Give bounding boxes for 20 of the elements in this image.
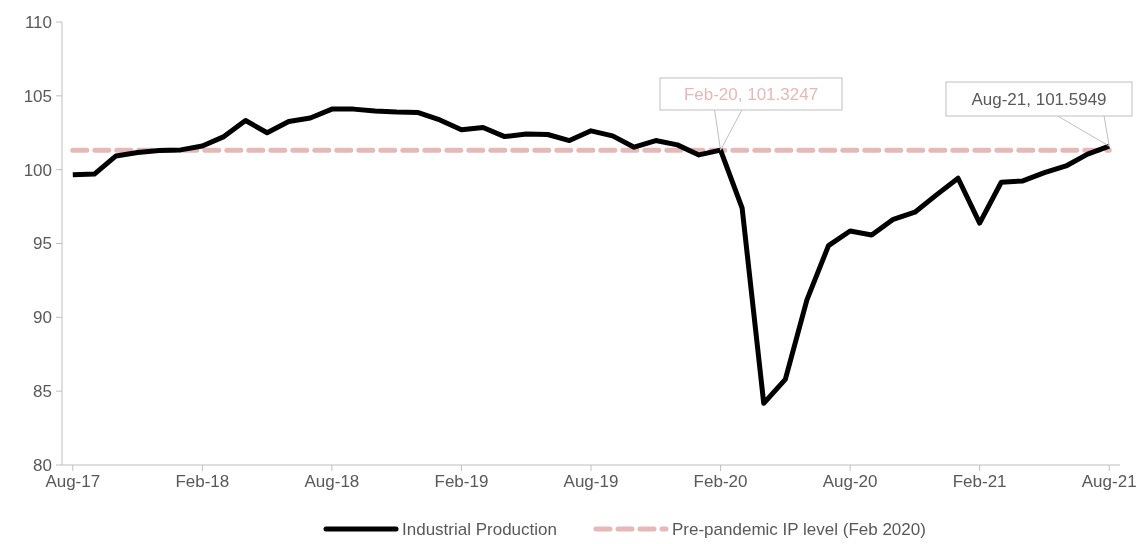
- y-tick-label: 110: [24, 12, 52, 32]
- x-tick-label: Aug-18: [304, 472, 360, 491]
- x-tick-label: Feb-19: [434, 472, 489, 491]
- x-tick-label: Feb-21: [952, 472, 1007, 491]
- y-tick-label: 80: [33, 455, 52, 475]
- legend-label: Pre-pandemic IP level (Feb 2020): [672, 520, 926, 539]
- annotation: Aug-21, 101.5949: [971, 89, 1107, 109]
- x-tick-label: Feb-20: [693, 472, 748, 491]
- annotation: Feb-20, 101.3247: [683, 84, 819, 104]
- x-tick-label: Aug-19: [563, 472, 619, 491]
- x-tick-label: Aug-20: [822, 472, 878, 491]
- y-tick-label: 90: [33, 308, 52, 328]
- x-tick-label: Aug-21: [1081, 472, 1137, 491]
- x-tick-label: Feb-18: [175, 472, 230, 491]
- y-tick-label: 95: [33, 234, 52, 254]
- x-tick-label: Aug-17: [45, 472, 101, 491]
- y-tick-label: 105: [23, 86, 52, 106]
- y-tick-label: 85: [33, 382, 52, 402]
- y-tick-label: 100: [23, 160, 52, 180]
- legend-label: Industrial Production: [402, 520, 557, 539]
